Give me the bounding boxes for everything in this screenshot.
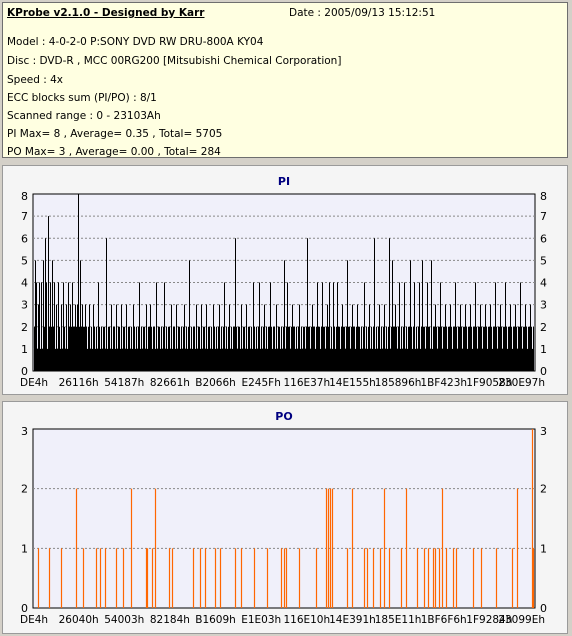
x-tick-label: DE4h — [20, 377, 48, 389]
x-tick-label: 1BF6F6h — [421, 614, 467, 626]
y-tick-label-left: 5 — [21, 254, 28, 267]
chart-title: PI — [278, 175, 290, 188]
info-panel: KProbe v2.1.0 - Designed by Karr Date : … — [2, 2, 568, 158]
y-tick-label-right: 6 — [540, 232, 547, 245]
pi-chart: PI 0 0 1 1 2 2 3 3 4 4 5 5 6 6 7 7 8 8 DE4h 26116h 54187h 8266… — [20, 175, 547, 389]
x-tick-label: E245Fh — [241, 377, 280, 389]
y-tick-label-right: 7 — [540, 210, 547, 223]
x-tick-label: DE4h — [20, 614, 48, 626]
y-tick-label-right: 2 — [540, 321, 547, 334]
x-tick-label: 26040h — [59, 614, 99, 626]
info-range: Scanned range : 0 - 23103Ah — [7, 110, 161, 122]
po-chart: PO 0 0 1 1 2 2 3 3 DE4h 26040h 54003h 82184h B1609h E1… — [20, 410, 547, 626]
pi-chart-panel: PI 0 0 1 1 2 2 3 3 4 4 5 5 6 6 7 7 8 8 DE4h 26116h 54187h 8266… — [2, 165, 568, 395]
x-tick-label: E1E03h — [241, 614, 281, 626]
x-tick-label: 1F9058h — [466, 377, 512, 389]
y-tick-label-right: 5 — [540, 254, 547, 267]
info-ecc: ECC blocks sum (PI/PO) : 8/1 — [7, 92, 157, 104]
x-tick-label: 82184h — [150, 614, 190, 626]
y-tick-label-right: 3 — [540, 425, 547, 438]
y-tick-label-right: 8 — [540, 190, 547, 203]
x-tick-label: 230E97h — [498, 377, 545, 389]
x-tick-label: 23099Eh — [498, 614, 545, 626]
y-tick-label-right: 3 — [540, 299, 547, 312]
po-chart-panel: PO 0 0 1 1 2 2 3 3 DE4h 26040h 54003h 82184h B1609h E1… — [2, 401, 568, 634]
y-tick-label-left: 1 — [21, 343, 28, 356]
info-disc: Disc : DVD-R , MCC 00RG200 [Mitsubishi C… — [7, 55, 342, 67]
x-tick-label: 54003h — [104, 614, 144, 626]
x-tick-label: 82661h — [150, 377, 190, 389]
y-tick-label-right: 0 — [540, 365, 547, 378]
x-tick-label: 26116h — [59, 377, 99, 389]
info-po-summary: PO Max= 3 , Average= 0.00 , Total= 284 — [7, 146, 221, 158]
x-tick-label: 14E391h — [329, 614, 376, 626]
y-tick-label-left: 2 — [21, 483, 28, 496]
x-tick-label: 1F9284h — [466, 614, 512, 626]
scan-date: Date : 2005/09/13 15:12:51 — [289, 7, 436, 19]
info-speed: Speed : 4x — [7, 74, 64, 86]
info-model: Model : 4-0-2-0 P:SONY DVD RW DRU-800A K… — [7, 36, 264, 48]
x-tick-label: 185E11h — [375, 614, 422, 626]
chart-title: PO — [275, 410, 292, 423]
x-tick-label: 14E155h — [329, 377, 376, 389]
y-tick-label-left: 4 — [21, 277, 28, 290]
y-tick-label-left: 8 — [21, 190, 28, 203]
y-tick-label-left: 7 — [21, 210, 28, 223]
y-tick-label-right: 2 — [540, 483, 547, 496]
x-tick-label: 116E10h — [283, 614, 330, 626]
y-tick-label-left: 0 — [21, 602, 28, 615]
x-tick-label: 185896h — [375, 377, 422, 389]
y-tick-label-left: 6 — [21, 232, 28, 245]
y-tick-label-left: 1 — [21, 542, 28, 555]
x-tick-label: B2066h — [195, 377, 236, 389]
x-tick-label: 116E37h — [283, 377, 330, 389]
y-tick-label-right: 1 — [540, 542, 547, 555]
y-tick-label-left: 0 — [21, 365, 28, 378]
x-tick-label: 54187h — [104, 377, 144, 389]
y-tick-label-right: 4 — [540, 277, 547, 290]
x-tick-label: 1BF423h — [420, 377, 467, 389]
pi-bars — [34, 194, 534, 371]
y-tick-label-right: 1 — [540, 343, 547, 356]
po-bars — [37, 429, 535, 608]
y-tick-label-left: 2 — [21, 321, 28, 334]
app-title: KProbe v2.1.0 - Designed by Karr — [7, 7, 205, 19]
y-tick-label-left: 3 — [21, 299, 28, 312]
x-tick-label: B1609h — [195, 614, 236, 626]
info-pi-summary: PI Max= 8 , Average= 0.35 , Total= 5705 — [7, 128, 223, 140]
y-tick-label-right: 0 — [540, 602, 547, 615]
y-tick-label-left: 3 — [21, 425, 28, 438]
